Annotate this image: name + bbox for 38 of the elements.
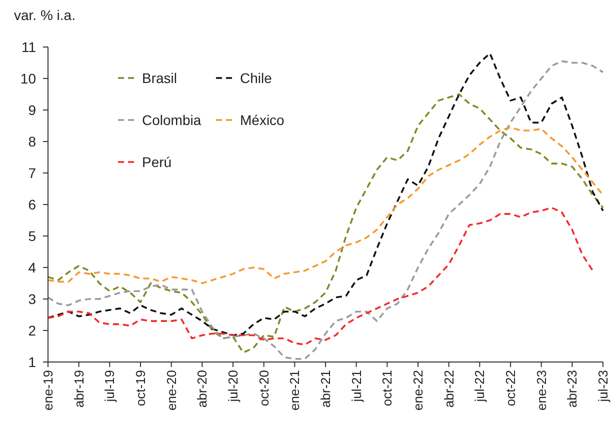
legend-label: Chile <box>240 70 272 86</box>
line-series <box>47 206 594 346</box>
x-tick-label: oct-22 <box>503 370 518 406</box>
legend-label: Perú <box>142 154 172 170</box>
y-tick-label: 1 <box>28 354 36 370</box>
y-tick-label: 10 <box>20 70 36 86</box>
y-tick-label: 5 <box>28 228 36 244</box>
y-tick-label: 9 <box>28 102 36 118</box>
x-tick-label: jul-20 <box>226 370 241 403</box>
y-tick-label: 3 <box>28 290 36 307</box>
x-tick-label: jul-22 <box>472 370 488 403</box>
y-tick-label: 11 <box>21 38 36 55</box>
x-tick-label: jul-19 <box>102 370 118 403</box>
y-tick-label: 6 <box>28 196 36 212</box>
x-tick-label: jul-21 <box>348 370 364 403</box>
y-tick-label: 4 <box>28 259 36 276</box>
legend-label: Brasil <box>142 70 178 86</box>
x-tick-label: jul-23 <box>596 370 611 403</box>
x-tick-label: ene-19 <box>40 370 56 410</box>
x-tick-label: oct-21 <box>380 370 395 406</box>
x-tick-label: oct-20 <box>256 370 272 406</box>
legend-label: México <box>240 112 285 128</box>
y-tick-label: 2 <box>28 322 36 338</box>
x-tick-label: abr-23 <box>564 370 580 408</box>
x-tick-label: abr-19 <box>71 370 86 408</box>
x-tick-label: oct-19 <box>133 370 148 406</box>
x-tick-label: ene-23 <box>534 370 549 410</box>
y-tick-label: 7 <box>28 164 36 181</box>
x-tick-label: ene-20 <box>164 370 179 410</box>
legend-label: Colombia <box>142 112 202 128</box>
x-tick-label: abr-20 <box>194 370 210 408</box>
y-tick-label: 8 <box>28 133 36 150</box>
y-axis-title: var. % i.a. <box>14 7 76 23</box>
x-tick-label: ene-22 <box>410 370 426 410</box>
line-series <box>47 126 604 284</box>
x-tick-label: abr-21 <box>318 370 334 408</box>
x-tick-label: abr-22 <box>441 370 456 408</box>
x-tick-label: ene-21 <box>287 370 302 410</box>
